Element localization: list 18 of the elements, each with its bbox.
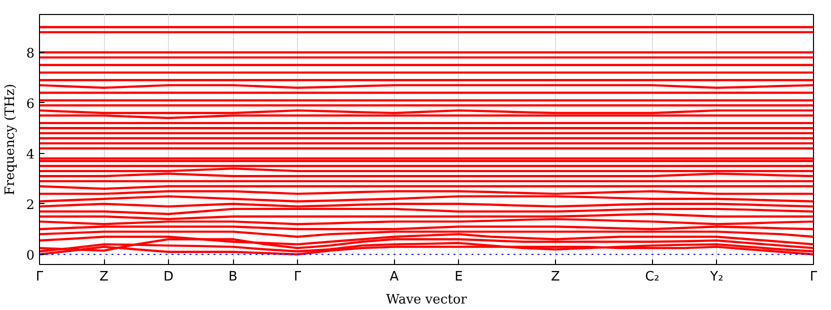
x-tick-label: A (390, 270, 399, 284)
y-tick-label: 8 (26, 46, 35, 62)
x-tick-label: D (163, 270, 174, 284)
y-tick-label: 4 (26, 147, 35, 162)
x-tick-label: Γ (294, 270, 302, 284)
x-tick-label: Γ (36, 270, 44, 284)
x-tick-label: E (454, 270, 463, 284)
y-tick-label: 6 (26, 96, 35, 112)
x-tick-label: Z (551, 270, 560, 284)
x-axis-title: Wave vector (386, 292, 468, 308)
x-tick-label: Z (100, 270, 109, 284)
x-tick-label: Y₂ (709, 270, 724, 284)
x-tick-label: C₂ (645, 270, 660, 284)
y-tick-label: 2 (26, 198, 35, 213)
y-tick-label: 0 (26, 248, 35, 264)
y-axis-title: Frequency (THz) (3, 84, 18, 196)
x-tick-label: Γ (810, 270, 818, 284)
x-tick-label: B (228, 270, 238, 284)
